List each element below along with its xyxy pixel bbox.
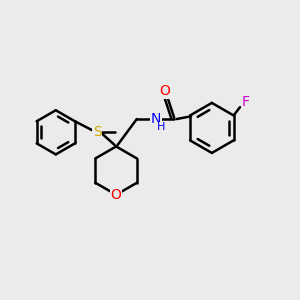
- Text: S: S: [93, 125, 101, 139]
- Text: N: N: [151, 112, 161, 126]
- Text: O: O: [111, 188, 122, 202]
- Text: O: O: [159, 84, 170, 98]
- Text: F: F: [241, 95, 249, 110]
- Text: H: H: [157, 122, 165, 132]
